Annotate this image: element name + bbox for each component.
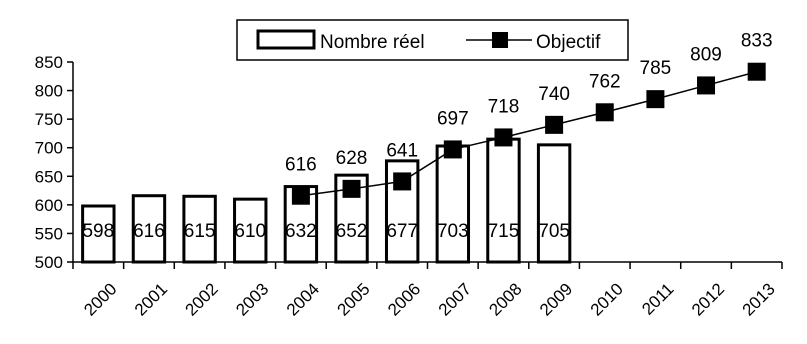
bar-value-label: 632 [285,221,317,242]
x-tick-label: 2001 [131,279,171,319]
objectif-marker [747,62,766,81]
objectif-value-label: 785 [640,58,672,79]
y-tick-label: 600 [35,196,63,215]
objectif-value-label: 718 [488,96,520,117]
legend: Nombre réel Objectif [236,19,629,61]
x-tick-label: 2006 [384,279,424,319]
y-tick-label: 750 [35,110,63,129]
objectif-marker [595,103,614,122]
bar [131,194,167,264]
objectif-marker [646,90,665,109]
x-tick-label: 2005 [334,279,374,319]
y-tick-label: 800 [35,82,63,101]
objectif-value-label: 833 [741,31,773,52]
bar-value-label: 652 [336,221,368,242]
data-labels: 598 616 615 610 632 652 677 703 715 705 616 628 641 6… [82,31,772,242]
x-tick-label: 2002 [182,279,222,319]
bar-value-label: 705 [538,221,570,242]
objectif-marker [291,186,310,205]
objectif-value-label: 641 [386,140,418,161]
objectif-value-label: 697 [437,108,469,129]
objectif-marker [342,179,361,198]
legend-bar-swatch [256,29,316,50]
x-tick-label: 2000 [80,279,120,319]
bar-value-label: 598 [82,221,114,242]
objectif-value-label: 740 [538,84,570,105]
y-tick-label: 650 [35,167,63,186]
x-tick-label: 2010 [587,279,627,319]
legend-square-marker [492,32,508,48]
objectif-value-label: 809 [690,44,722,65]
y-tick-label: 550 [35,224,63,243]
x-tick-label: 2007 [435,279,475,319]
bar [486,137,521,264]
objectif-value-label: 762 [589,71,621,92]
x-tick-label: 2004 [283,279,323,319]
bar-value-label: 677 [386,221,418,242]
bar-series [81,137,572,264]
x-tick-label: 2003 [232,279,272,319]
bar-value-label: 703 [437,221,469,242]
objectif-marker [545,115,564,134]
objectif-marker [697,76,716,95]
y-tick-label: 500 [35,253,63,272]
x-tick-label: 2008 [485,279,525,319]
bar-value-label: 615 [184,221,216,242]
bar [435,144,471,264]
bar [182,194,217,264]
objectif-line [300,70,757,197]
objectif-marker [393,172,412,191]
legend-label-reel: Nombre réel [320,32,425,53]
objectif-marker [443,140,462,159]
x-tick-label: 2012 [688,279,728,319]
x-tick-label: 2013 [739,279,779,319]
objectif-marker [494,128,513,147]
objectif-value-label: 616 [285,155,317,176]
bar-value-label: 616 [133,221,165,242]
bar [81,204,116,264]
x-tick-label: 2009 [536,279,576,319]
bar [233,197,268,264]
line-series [291,62,766,205]
y-tick-label: 850 [35,53,63,72]
bar-value-label: 610 [234,221,266,242]
legend-label-objectif: Objectif [536,32,601,53]
bar-value-label: 715 [488,221,520,242]
x-tick-label: 2011 [638,279,677,318]
objectif-value-label: 628 [336,148,368,169]
bar [536,143,572,264]
y-tick-label: 700 [35,139,63,158]
